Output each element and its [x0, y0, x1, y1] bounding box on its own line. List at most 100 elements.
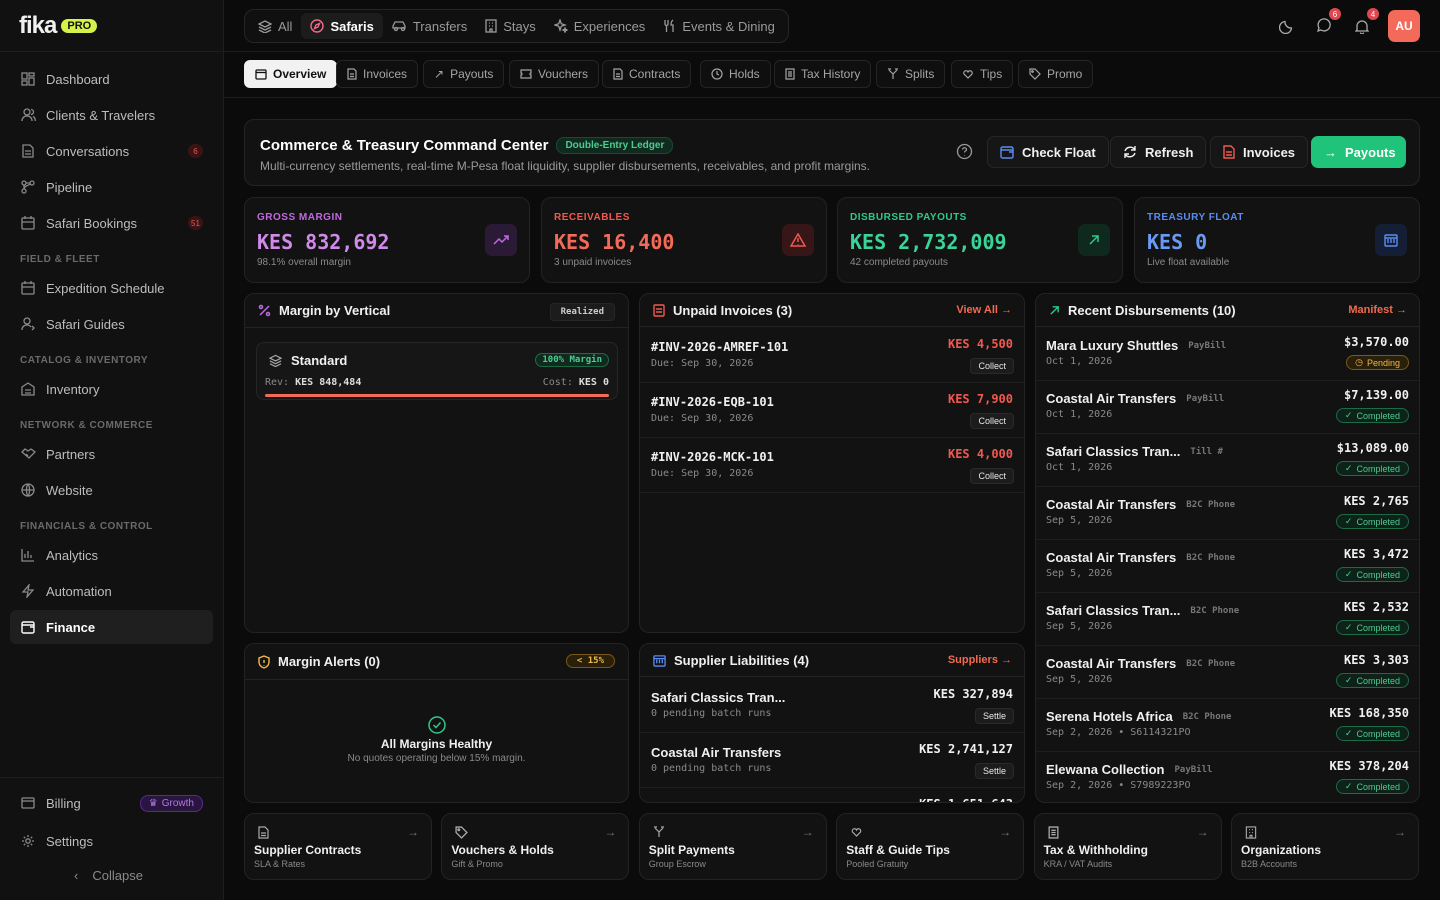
chevron-left-icon: ‹: [74, 868, 79, 883]
tab-safaris[interactable]: Safaris: [301, 13, 383, 39]
settle-button[interactable]: Settle: [974, 708, 1014, 724]
view-all-link[interactable]: View All →: [956, 304, 1012, 316]
refresh-button[interactable]: Refresh: [1110, 136, 1207, 168]
quick-link-card[interactable]: → Staff & Guide Tips Pooled Gratuity: [836, 813, 1025, 880]
quick-link-card[interactable]: → Supplier Contracts SLA & Rates: [244, 813, 432, 880]
stat-disbursed-payouts: DISBURSED PAYOUTS KES 2,732,009 42 compl…: [837, 197, 1123, 283]
sidebar-item-label: Clients & Travelers: [46, 107, 156, 123]
subtab-invoices[interactable]: Invoices: [336, 60, 419, 88]
tab-all[interactable]: All: [249, 13, 301, 39]
sidebar-item-conversations[interactable]: Conversations 6: [10, 135, 213, 167]
logo[interactable]: fika PRO: [19, 12, 98, 39]
arrow-up-right-icon: [1078, 224, 1110, 256]
sidebar-item-partners[interactable]: Partners: [10, 438, 213, 470]
manifest-link[interactable]: Manifest →: [1348, 304, 1407, 316]
sidebar-item-pipeline[interactable]: Pipeline: [10, 171, 213, 203]
subtab-contracts[interactable]: Contracts: [602, 60, 692, 88]
vertical-row-standard[interactable]: Standard 100% Margin Rev: KES 848,484 Co…: [256, 342, 618, 400]
sidebar-item-safari-guides[interactable]: Safari Guides: [10, 308, 213, 340]
sidebar-item-settings[interactable]: Settings: [10, 825, 213, 857]
collect-button[interactable]: Collect: [970, 413, 1014, 429]
sidebar-item-billing[interactable]: Billing ♛ Growth: [10, 787, 213, 819]
tab-transfers[interactable]: Transfers: [383, 13, 476, 39]
payouts-button[interactable]: → Payouts: [1311, 136, 1406, 168]
status-label: Completed: [1356, 410, 1400, 421]
disbursement-row[interactable]: Elewana Collection PayBill Sep 2, 2026 • S…: [1036, 752, 1419, 802]
quick-link-card[interactable]: → Organizations B2B Accounts: [1231, 813, 1419, 880]
liability-row[interactable]: Mara Luxury Shuttles0 pending batch runs…: [640, 788, 1024, 802]
liability-row[interactable]: Coastal Air Transfers 0 pending batch run…: [640, 733, 1024, 788]
payout-amount: $13,089.00: [1336, 441, 1409, 455]
subtab-overview[interactable]: Overview: [244, 60, 338, 88]
tab-stays[interactable]: Stays: [476, 13, 545, 39]
quick-link-card[interactable]: → Tax & Withholding KRA / VAT Audits: [1033, 813, 1222, 880]
sidebar-item-clients[interactable]: Clients & Travelers: [10, 99, 213, 131]
subtab-holds[interactable]: Holds: [700, 60, 771, 88]
help-icon[interactable]: [956, 143, 974, 161]
stat-value: KES 832,692: [257, 230, 390, 254]
liability-amount: KES 327,894: [933, 687, 1013, 701]
payout-date: Oct 1, 2026: [1046, 409, 1113, 420]
layers-icon: [258, 19, 272, 33]
suppliers-link[interactable]: Suppliers →: [948, 654, 1012, 666]
disbursement-row[interactable]: Mara Luxury Shuttles PayBill Oct 1, 2026 $3…: [1036, 328, 1419, 381]
subtab-splits[interactable]: Splits: [876, 60, 946, 88]
disbursement-row[interactable]: Safari Classics Tran... Till # Oct 1, 2026…: [1036, 434, 1419, 487]
collect-button[interactable]: Collect: [970, 468, 1014, 484]
margin-badge: 100% Margin: [535, 353, 609, 367]
sidebar-item-inventory[interactable]: Inventory: [10, 373, 213, 405]
sidebar-item-automation[interactable]: Automation: [10, 575, 213, 607]
stat-value: KES 0: [1147, 230, 1208, 254]
avatar[interactable]: AU: [1388, 10, 1420, 42]
subtab-vouchers[interactable]: Vouchers: [509, 60, 600, 88]
disbursement-row[interactable]: Coastal Air Transfers B2C Phone Sep 5, 202…: [1036, 646, 1419, 699]
disbursement-row[interactable]: Serena Hotels Africa B2C Phone Sep 2, 2026…: [1036, 699, 1419, 752]
disbursement-row[interactable]: Coastal Air Transfers B2C Phone Sep 5, 202…: [1036, 487, 1419, 540]
subtab-payouts[interactable]: ↗ Payouts: [423, 60, 505, 88]
tab-experiences[interactable]: Experiences: [545, 13, 655, 39]
refresh-label: Refresh: [1145, 144, 1194, 160]
invoice-row[interactable]: #INV-2026-MCK-101 Due: Sep 30, 2026 KES 4,…: [640, 438, 1024, 493]
disbursement-row[interactable]: Coastal Air Transfers B2C Phone Sep 5, 202…: [1036, 540, 1419, 593]
growth-plan-badge[interactable]: ♛ Growth: [139, 795, 203, 812]
sidebar-item-dashboard[interactable]: Dashboard: [10, 63, 213, 95]
collapse-button[interactable]: ‹ Collapse: [74, 868, 143, 883]
notifications-count: 4: [1367, 8, 1379, 20]
sidebar-item-safari-bookings[interactable]: Safari Bookings 51: [10, 207, 213, 239]
receipt-icon: [1048, 826, 1059, 839]
invoice-row[interactable]: #INV-2026-AMREF-101 Due: Sep 30, 2026 KES …: [640, 328, 1024, 383]
section-title: FINANCIALS & CONTROL: [20, 521, 153, 532]
sidebar-item-label: Expedition Schedule: [46, 280, 165, 296]
subtab-promo[interactable]: Promo: [1018, 60, 1094, 88]
liability-row[interactable]: Safari Classics Tran... 0 pending batch r…: [640, 678, 1024, 733]
liability-amount: KES 2,741,127: [919, 742, 1013, 756]
check-float-button[interactable]: Check Float: [987, 136, 1109, 168]
theme-toggle-button[interactable]: [1272, 12, 1300, 40]
disbursement-row[interactable]: Coastal Air Transfers PayBill Oct 1, 2026 $…: [1036, 381, 1419, 434]
notifications-button[interactable]: 4: [1348, 8, 1379, 40]
collect-button[interactable]: Collect: [970, 358, 1014, 374]
status-label: Completed: [1356, 675, 1400, 686]
sidebar-item-finance[interactable]: Finance: [10, 610, 213, 644]
sidebar-item-website[interactable]: Website: [10, 474, 213, 506]
sidebar-item-expedition-schedule[interactable]: Expedition Schedule: [10, 272, 213, 304]
quick-link-card[interactable]: → Vouchers & Holds Gift & Promo: [441, 813, 630, 880]
quick-link-card[interactable]: → Split Payments Group Escrow: [638, 813, 827, 880]
subtab-tips[interactable]: Tips: [951, 60, 1014, 88]
margin-progress-track: [265, 394, 609, 397]
tab-events-dining[interactable]: Events & Dining: [654, 13, 784, 39]
subtab-tax-history[interactable]: Tax History: [774, 60, 872, 88]
invoice-row[interactable]: #INV-2026-EQB-101 Due: Sep 30, 2026 KES 7,…: [640, 383, 1024, 438]
invoices-button[interactable]: Invoices: [1210, 136, 1309, 168]
document-icon: [613, 68, 623, 80]
disbursement-row[interactable]: Safari Classics Tran... B2C Phone Sep 5, 2…: [1036, 593, 1419, 646]
invoice-id: #INV-2026-AMREF-101: [651, 340, 789, 354]
globe-icon: [20, 482, 36, 498]
payouts-label: Payouts: [1345, 144, 1396, 160]
sidebar-item-analytics[interactable]: Analytics: [10, 539, 213, 571]
messages-button[interactable]: 6: [1310, 8, 1341, 40]
settle-button[interactable]: Settle: [974, 763, 1014, 779]
stat-value: KES 2,732,009: [850, 230, 1007, 254]
bank-icon: [1375, 224, 1407, 256]
credit-card-icon: [20, 795, 36, 811]
